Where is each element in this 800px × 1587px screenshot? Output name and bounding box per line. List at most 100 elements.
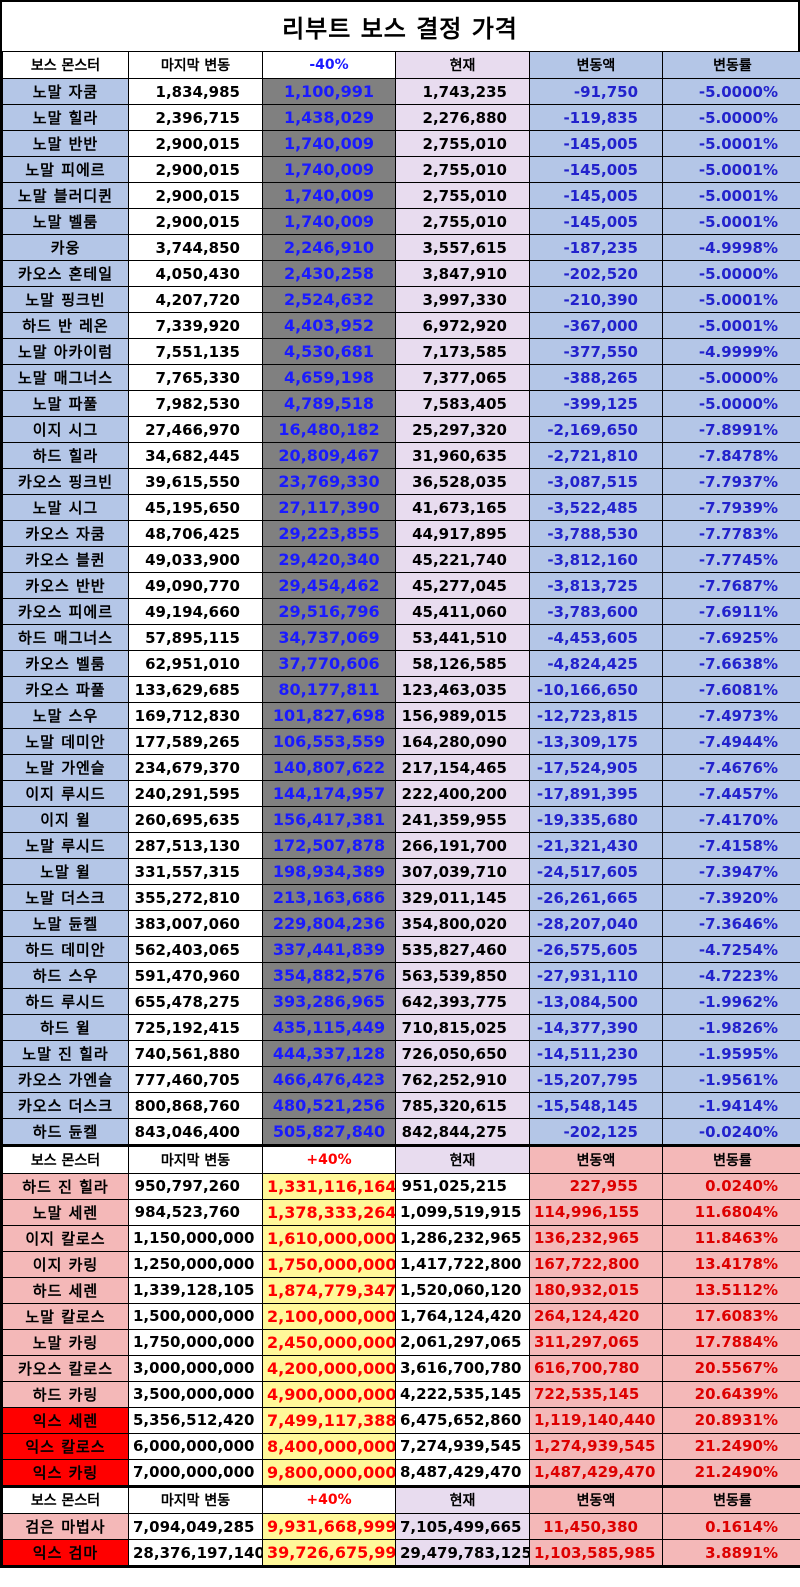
last-change-price: 3,000,000,000 <box>128 1354 263 1382</box>
header-row: 보스 몬스터 마지막 변동 +40% 현재 변동액 변동률 <box>2 1486 800 1514</box>
boss-name: 하드 카링 <box>2 1380 129 1408</box>
current-price: 1,417,722,800 <box>395 1250 530 1278</box>
target-price: 101,827,698 <box>262 702 396 729</box>
change-rate: 20.6439% <box>662 1380 800 1408</box>
last-change-price: 591,470,960 <box>128 962 263 989</box>
current-price: 710,815,025 <box>395 1014 530 1041</box>
boss-name: 카오스 피에르 <box>2 598 129 625</box>
current-price: 2,755,010 <box>395 182 530 209</box>
change-amount: -15,548,145 <box>529 1092 663 1119</box>
last-change-price: 39,615,550 <box>128 468 263 495</box>
target-price: 8,400,000,000 <box>262 1432 396 1460</box>
boss-name: 노말 데미안 <box>2 728 129 755</box>
change-rate: 0.0240% <box>662 1172 800 1200</box>
current-price: 951,025,215 <box>395 1172 530 1200</box>
table-row: 하드 듄켈 843,046,400 505,827,840 842,844,275 -2… <box>2 1118 800 1145</box>
table-row: 카오스 파풀 133,629,685 80,177,811 123,463,035 -1… <box>2 676 800 703</box>
last-change-price: 3,500,000,000 <box>128 1380 263 1408</box>
last-change-price: 240,291,595 <box>128 780 263 807</box>
change-amount: -13,309,175 <box>529 728 663 755</box>
table-row: 카오스 벨룸 62,951,010 37,770,606 58,126,585 -4,8… <box>2 650 800 677</box>
current-price: 58,126,585 <box>395 650 530 677</box>
change-rate: -7.4170% <box>662 806 800 833</box>
current-price: 44,917,895 <box>395 520 530 547</box>
last-change-price: 4,050,430 <box>128 260 263 287</box>
current-price: 241,359,955 <box>395 806 530 833</box>
change-rate: 21.2490% <box>662 1458 800 1486</box>
table-row: 하드 세렌 1,339,128,105 1,874,779,347 1,520,060… <box>2 1276 800 1304</box>
change-rate: -5.0000% <box>662 390 800 417</box>
change-rate: -7.4158% <box>662 832 800 859</box>
table-row: 하드 반 레온 7,339,920 4,403,952 6,972,920 -367,0… <box>2 312 800 339</box>
last-change-price: 950,797,260 <box>128 1172 263 1200</box>
section-increase-table: 보스 몬스터 마지막 변동 +40% 현재 변동액 변동률 하드 진 힐라 950,797,2… <box>2 1145 800 1486</box>
table-row: 이지 시그 27,466,970 16,480,182 25,297,320 -2,16… <box>2 416 800 443</box>
header-current: 현재 <box>395 51 530 79</box>
last-change-price: 7,094,049,285 <box>128 1513 263 1540</box>
current-price: 3,847,910 <box>395 260 530 287</box>
change-rate: -7.4973% <box>662 702 800 729</box>
boss-name: 노말 아카이럼 <box>2 338 129 365</box>
target-price: 1,740,009 <box>262 156 396 183</box>
target-price: 1,750,000,000 <box>262 1250 396 1278</box>
last-change-price: 2,396,715 <box>128 104 263 131</box>
table-row: 노말 파풀 7,982,530 4,789,518 7,583,405 -399,125… <box>2 390 800 417</box>
current-price: 45,221,740 <box>395 546 530 573</box>
last-change-price: 49,090,770 <box>128 572 263 599</box>
last-change-price: 62,951,010 <box>128 650 263 677</box>
current-price: 45,277,045 <box>395 572 530 599</box>
target-price: 1,740,009 <box>262 182 396 209</box>
current-price: 6,475,652,860 <box>395 1406 530 1434</box>
table-row: 노말 시그 45,195,650 27,117,390 41,673,165 -3,52… <box>2 494 800 521</box>
target-price: 435,115,449 <box>262 1014 396 1041</box>
last-change-price: 843,046,400 <box>128 1118 263 1145</box>
last-change-price: 7,000,000,000 <box>128 1458 263 1486</box>
target-price: 140,807,622 <box>262 754 396 781</box>
boss-name: 하드 데미안 <box>2 936 129 963</box>
target-price: 2,100,000,000 <box>262 1302 396 1330</box>
change-rate: -7.7745% <box>662 546 800 573</box>
current-price: 7,105,499,665 <box>395 1513 530 1540</box>
current-price: 842,844,275 <box>395 1118 530 1145</box>
boss-name: 노말 핑크빈 <box>2 286 129 313</box>
change-amount: -17,524,905 <box>529 754 663 781</box>
change-rate: 0.1614% <box>662 1513 800 1540</box>
change-amount: -26,575,605 <box>529 936 663 963</box>
target-price: 4,900,000,000 <box>262 1380 396 1408</box>
last-change-price: 260,695,635 <box>128 806 263 833</box>
table-row: 노말 반반 2,900,015 1,740,009 2,755,010 -145,005… <box>2 130 800 157</box>
boss-name: 카오스 가엔슬 <box>2 1066 129 1093</box>
current-price: 7,274,939,545 <box>395 1432 530 1460</box>
target-price: 213,163,686 <box>262 884 396 911</box>
last-change-price: 1,150,000,000 <box>128 1224 263 1252</box>
table-row: 노말 세렌 984,523,760 1,378,333,264 1,099,519,9… <box>2 1198 800 1226</box>
table-row: 카오스 자쿰 48,706,425 29,223,855 44,917,895 -3,7… <box>2 520 800 547</box>
table-row: 노말 아카이럼 7,551,135 4,530,681 7,173,585 -377,5… <box>2 338 800 365</box>
last-change-price: 7,765,330 <box>128 364 263 391</box>
change-rate: -5.0001% <box>662 286 800 313</box>
last-change-price: 7,982,530 <box>128 390 263 417</box>
change-amount: -21,321,430 <box>529 832 663 859</box>
target-price: 23,769,330 <box>262 468 396 495</box>
section-decrease-table: 보스 몬스터 마지막 변동 -40% 현재 변동액 변동률 노말 자쿰 1,834,985 1,… <box>2 51 800 1145</box>
change-rate: -4.9999% <box>662 338 800 365</box>
boss-name: 하드 스우 <box>2 962 129 989</box>
change-amount: -3,813,725 <box>529 572 663 599</box>
boss-name: 하드 반 레온 <box>2 312 129 339</box>
last-change-price: 1,250,000,000 <box>128 1250 263 1278</box>
change-amount: -2,169,650 <box>529 416 663 443</box>
boss-name: 노말 윌 <box>2 858 129 885</box>
boss-name: 카오스 자쿰 <box>2 520 129 547</box>
target-price: 505,827,840 <box>262 1118 396 1145</box>
current-price: 1,743,235 <box>395 78 530 105</box>
table-row: 하드 카링 3,500,000,000 4,900,000,000 4,222,535… <box>2 1380 800 1408</box>
target-price: 1,740,009 <box>262 130 396 157</box>
boss-name: 익스 검마 <box>2 1539 129 1566</box>
current-price: 642,393,775 <box>395 988 530 1015</box>
current-price: 25,297,320 <box>395 416 530 443</box>
change-amount: 616,700,780 <box>529 1354 663 1382</box>
table-row: 익스 카링 7,000,000,000 9,800,000,000 8,487,429… <box>2 1458 800 1486</box>
current-price: 36,528,035 <box>395 468 530 495</box>
boss-name: 노말 카링 <box>2 1328 129 1356</box>
